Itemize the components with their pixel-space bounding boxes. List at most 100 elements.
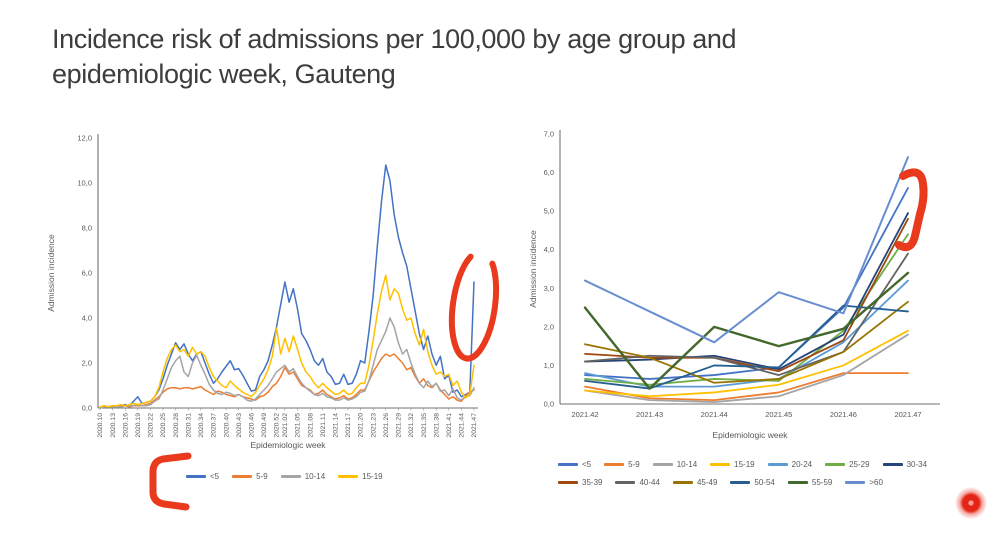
legend-swatch xyxy=(615,481,636,484)
x-tick-label: 2021.44 xyxy=(459,413,466,438)
x-tick-label: 2021.20 xyxy=(358,413,365,438)
legend-label: 5-9 xyxy=(256,472,268,481)
legend-label: 55-59 xyxy=(811,478,833,487)
legend-label: 25-29 xyxy=(849,460,870,469)
x-tick-label: 2021.32 xyxy=(408,413,415,438)
x-tick-label: 2021.05 xyxy=(295,413,302,438)
y-tick-label: 0,0 xyxy=(82,404,92,413)
legend-label: 5-9 xyxy=(628,460,640,469)
x-tick-label: 2020.46 xyxy=(248,413,255,438)
legend-label: 35-39 xyxy=(582,478,603,487)
x-tick-label: 2021.17 xyxy=(345,413,352,438)
legend-item-15-19: 15-19 xyxy=(710,460,755,469)
left-chart-legend: <5 5-9 10-14 15-19 xyxy=(186,472,396,490)
x-tick-label: 2020.31 xyxy=(185,413,192,438)
y-tick-label: 3,0 xyxy=(544,284,554,293)
y-tick-label: 2,0 xyxy=(82,359,92,368)
page-title: Incidence risk of admissions per 100,000… xyxy=(52,24,737,90)
right-chart-legend: <5 5-9 10-14 15-19 20-24 25-29 30-34 35-39 40-44… xyxy=(558,460,940,496)
x-tick-label: 2020.40 xyxy=(223,413,230,438)
legend-item-<5: <5 xyxy=(558,460,591,469)
legend-item-15-19: 15-19 xyxy=(338,472,383,481)
legend-swatch xyxy=(338,475,359,478)
series-line-<5 xyxy=(99,164,475,409)
y-tick-label: 12,0 xyxy=(77,134,92,143)
legend-swatch xyxy=(652,463,673,466)
x-tick-label: 2021.11 xyxy=(320,413,327,437)
series-line-30-34 xyxy=(584,212,909,371)
left-chart-svg: Admission incidence Epidemiologic week 0… xyxy=(46,134,478,451)
x-tick-label: 2021.45 xyxy=(765,410,792,419)
x-tick-label: 2021.35 xyxy=(421,413,428,438)
x-tick-label: 2020.25 xyxy=(160,413,167,438)
x-tick-label: 2020.52 xyxy=(274,413,281,438)
legend-item-35-39: 35-39 xyxy=(558,478,602,487)
x-tick-label: 2021.38 xyxy=(433,413,440,438)
legend-swatch xyxy=(558,481,578,484)
x-tick-label: 2021.02 xyxy=(282,413,289,438)
legend-item-20-24: 20-24 xyxy=(767,460,813,469)
y-tick-label: 1,0 xyxy=(544,361,554,370)
right-chart: Admission incidence Epidemiologic week 0… xyxy=(520,122,990,542)
legend-label: 10-14 xyxy=(676,460,698,469)
x-tick-label: 2020.49 xyxy=(261,413,268,438)
legend-item-<5: <5 xyxy=(186,472,219,481)
x-tick-label: 2021.41 xyxy=(446,413,453,438)
x-tick-label: 2020.16 xyxy=(122,413,129,438)
laser-pointer-dot xyxy=(955,487,987,519)
y-tick-label: 2,0 xyxy=(544,322,554,331)
legend-swatch xyxy=(232,475,253,478)
legend-item-25-29: 25-29 xyxy=(825,460,870,469)
legend-swatch xyxy=(882,463,903,466)
y-tick-label: 5,0 xyxy=(544,207,554,216)
legend-swatch xyxy=(825,463,846,466)
x-tick-label: 2021.23 xyxy=(370,413,377,438)
x-tick-label: 2021.43 xyxy=(636,410,663,419)
series-line-55-59 xyxy=(583,271,910,390)
legend-swatch xyxy=(730,481,751,484)
series-line-10-14 xyxy=(99,317,475,409)
legend-row: <5 5-9 10-14 15-19 xyxy=(186,472,396,481)
legend-item->60: >60 xyxy=(845,478,883,487)
x-tick-label: 2021.14 xyxy=(333,413,340,438)
legend-label: 15-19 xyxy=(362,472,383,481)
legend-swatch xyxy=(787,481,808,484)
y-axis-title-left: Admission incidence xyxy=(46,234,56,312)
y-tick-label: 0,0 xyxy=(544,400,554,409)
left-chart: Admission incidence Epidemiologic week 0… xyxy=(36,128,506,538)
legend-label: <5 xyxy=(210,472,220,481)
legend-label: <5 xyxy=(582,460,592,469)
series-line-15-19 xyxy=(99,274,475,408)
legend-item-50-54: 50-54 xyxy=(730,478,775,487)
x-tick-label: 2020.37 xyxy=(211,413,218,438)
legend-item-10-14: 10-14 xyxy=(280,472,325,481)
series-line-10-14 xyxy=(584,333,909,403)
legend-item-45-49: 45-49 xyxy=(672,478,718,487)
legend-swatch xyxy=(558,463,578,466)
legend-label: >60 xyxy=(869,478,883,487)
legend-item-30-34: 30-34 xyxy=(882,460,928,469)
legend-item-55-59: 55-59 xyxy=(787,478,833,487)
series-line-15-19 xyxy=(584,329,909,398)
legend-label: 45-49 xyxy=(696,478,718,487)
x-tick-label: 2020.10 xyxy=(97,413,104,438)
x-tick-label: 2021.47 xyxy=(471,413,478,438)
legend-label: 20-24 xyxy=(791,460,813,469)
series-line-5-9 xyxy=(584,372,909,402)
x-axis-title-right: Epidemiologic week xyxy=(712,430,788,440)
y-tick-label: 7,0 xyxy=(544,130,554,139)
x-tick-label: 2020.22 xyxy=(148,413,155,438)
legend-label: 30-34 xyxy=(906,460,928,469)
legend-item-10-14: 10-14 xyxy=(652,460,698,469)
x-axis-title-left: Epidemiologic week xyxy=(250,440,326,450)
y-tick-label: 6,0 xyxy=(82,269,92,278)
x-tick-label: 2021.08 xyxy=(307,413,314,438)
legend-swatch xyxy=(845,481,866,484)
legend-swatch xyxy=(604,463,625,466)
y-tick-label: 10,0 xyxy=(77,179,92,188)
x-tick-label: 2020.28 xyxy=(173,413,180,438)
x-tick-label: 2020.13 xyxy=(110,413,117,438)
x-tick-label: 2021.47 xyxy=(894,410,921,419)
right-chart-svg: Admission incidence Epidemiologic week 0… xyxy=(528,130,940,440)
legend-label: 15-19 xyxy=(734,460,755,469)
